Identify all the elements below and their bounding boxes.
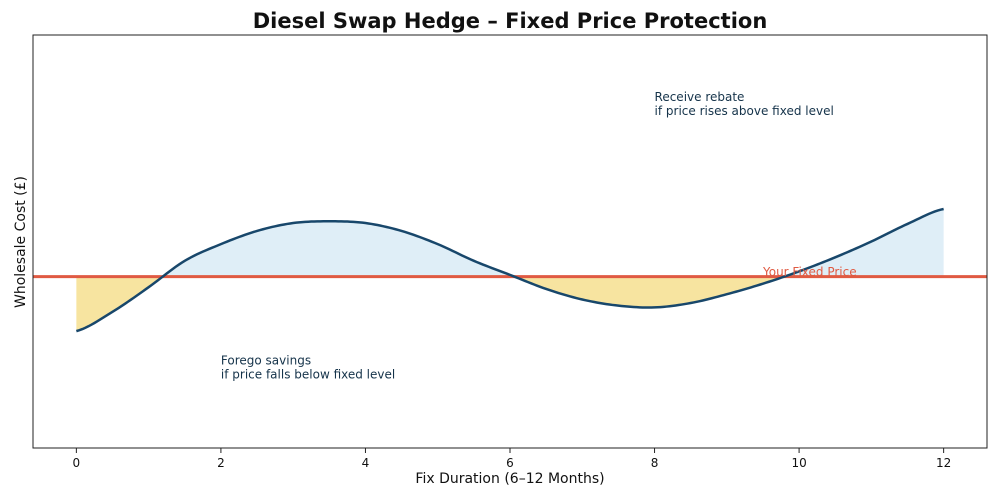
annotation-2: Forego savings if price falls below fixed…	[221, 354, 395, 382]
annotation-2-line-2: if price falls below fixed level	[221, 368, 395, 382]
x-axis-ticks: 0 2 4 6 8 10 12	[73, 448, 951, 470]
annotation-1: Receive rebate if price rises above fixed…	[655, 90, 834, 118]
below-fixed-fill-area	[514, 276, 785, 308]
x-tick-label: 2	[217, 456, 225, 470]
annotation-1-line-2: if price rises above fixed level	[655, 104, 834, 118]
price-series-line	[75, 207, 944, 333]
x-tick-label: 12	[936, 456, 951, 470]
above-fixed-fill-area	[162, 221, 515, 277]
x-tick-label: 8	[651, 456, 659, 470]
annotation-1-line-1: Receive rebate	[655, 90, 745, 104]
x-tick-label: 6	[506, 456, 514, 470]
plot-frame	[32, 34, 988, 449]
y-axis-label: Wholesale Cost (£)	[13, 176, 29, 308]
annotations: Receive rebate if price rises above fixed…	[221, 90, 834, 382]
fixed-price-label: Your Fixed Price	[762, 265, 857, 279]
annotation-2-line-1: Forego savings	[221, 354, 311, 368]
x-tick-label: 4	[362, 456, 370, 470]
below-fixed-fill-area	[76, 276, 163, 332]
x-axis-label: Fix Duration (6–12 Months)	[415, 471, 604, 487]
x-tick-label: 0	[73, 456, 81, 470]
x-tick-label: 10	[791, 456, 806, 470]
chart-title: Diesel Swap Hedge – Fixed Price Protecti…	[253, 9, 768, 33]
